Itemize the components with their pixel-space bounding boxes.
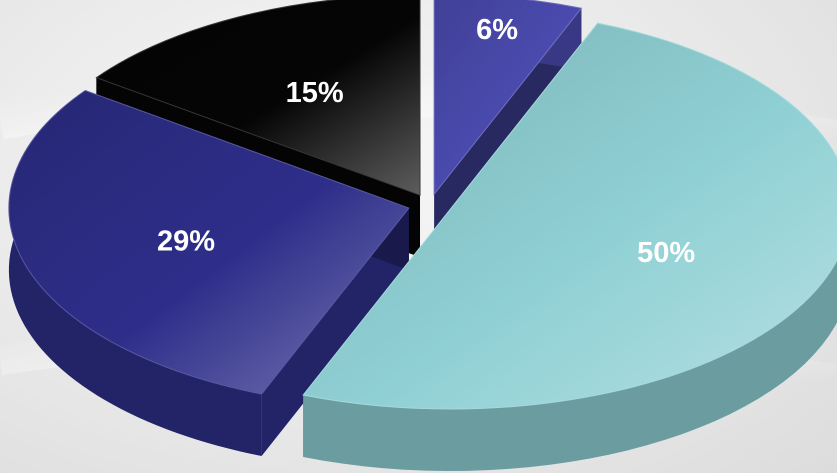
slice-label-29pct: 29% xyxy=(157,225,215,257)
slice-top-face xyxy=(433,0,583,196)
slice-outer-wall xyxy=(303,23,837,472)
slice-label-6pct: 6% xyxy=(476,14,518,46)
slice-outer-wall xyxy=(8,90,262,457)
slice-top-face xyxy=(302,22,837,410)
slice-top-face xyxy=(8,89,410,395)
pie-slice-50pct xyxy=(302,22,837,472)
pie-slice-6pct xyxy=(433,0,583,257)
slice-label-50pct: 50% xyxy=(637,237,695,269)
slice-label-15pct: 15% xyxy=(286,77,344,109)
slice-top-face xyxy=(95,0,421,196)
slice-side-wall xyxy=(261,208,409,457)
pie-slice-29pct xyxy=(8,89,410,457)
